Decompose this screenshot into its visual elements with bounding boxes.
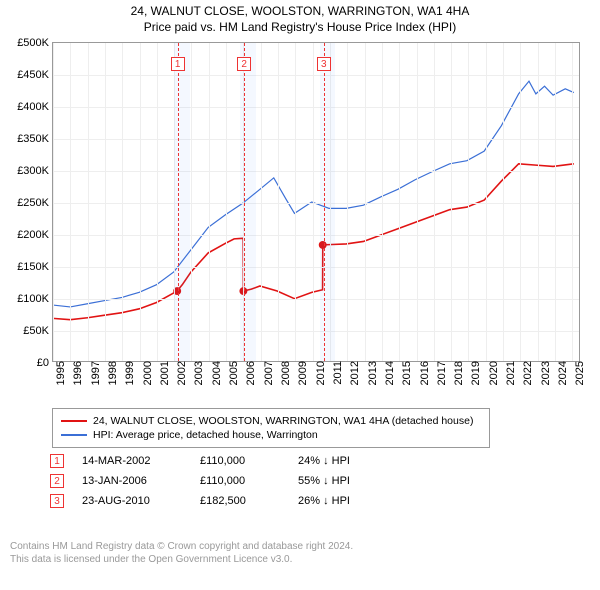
footer-attribution: Contains HM Land Registry data © Crown c… — [10, 540, 590, 566]
x-axis-label: 2003 — [191, 361, 205, 385]
x-axis-label: 1997 — [88, 361, 102, 385]
event-marker: 3 — [317, 57, 331, 71]
event-band — [174, 43, 190, 361]
x-axis-label: 2004 — [209, 361, 223, 385]
event-line — [324, 43, 325, 361]
annotation-marker: 2 — [50, 474, 64, 488]
x-axis-label: 2014 — [382, 361, 396, 385]
event-line — [178, 43, 179, 361]
x-axis-label: 2017 — [434, 361, 448, 385]
footer-line-1: Contains HM Land Registry data © Crown c… — [10, 540, 590, 553]
event-marker: 1 — [171, 57, 185, 71]
sale-annotations: 114-MAR-2002£110,00024% ↓ HPI 213-JAN-200… — [50, 454, 590, 514]
annotation-row: 323-AUG-2010£182,50026% ↓ HPI — [50, 494, 590, 508]
y-axis-label: £400K — [17, 101, 53, 113]
x-axis-label: 2020 — [486, 361, 500, 385]
x-axis-label: 2008 — [278, 361, 292, 385]
y-axis-label: £250K — [17, 197, 53, 209]
x-axis-label: 2001 — [157, 361, 171, 385]
x-axis-label: 2021 — [503, 361, 517, 385]
x-axis-label: 2015 — [399, 361, 413, 385]
y-axis-label: £200K — [17, 229, 53, 241]
y-axis-label: £100K — [17, 293, 53, 305]
event-band — [320, 43, 336, 361]
footer-line-2: This data is licensed under the Open Gov… — [10, 553, 590, 566]
x-axis-label: 2010 — [313, 361, 327, 385]
event-marker: 2 — [237, 57, 251, 71]
x-axis-label: 2023 — [538, 361, 552, 385]
x-axis-label: 1995 — [53, 361, 67, 385]
annotation-row: 114-MAR-2002£110,00024% ↓ HPI — [50, 454, 590, 468]
y-axis-label: £350K — [17, 133, 53, 145]
annotation-row: 213-JAN-2006£110,00055% ↓ HPI — [50, 474, 590, 488]
y-axis-label: £500K — [17, 37, 53, 49]
annotation-marker: 3 — [50, 494, 64, 508]
title-subtitle: Price paid vs. HM Land Registry's House … — [0, 20, 600, 34]
legend-item: 24, WALNUT CLOSE, WOOLSTON, WARRINGTON, … — [61, 415, 481, 427]
y-axis-label: £300K — [17, 165, 53, 177]
x-axis-label: 2016 — [417, 361, 431, 385]
x-axis-label: 2019 — [468, 361, 482, 385]
y-axis-label: £450K — [17, 69, 53, 81]
x-axis-label: 2024 — [555, 361, 569, 385]
x-axis-label: 2009 — [295, 361, 309, 385]
annotation-marker: 1 — [50, 454, 64, 468]
x-axis-label: 2013 — [365, 361, 379, 385]
x-axis-label: 2022 — [520, 361, 534, 385]
x-axis-label: 2018 — [451, 361, 465, 385]
y-axis-label: £150K — [17, 261, 53, 273]
y-axis-label: £50K — [23, 325, 53, 337]
x-axis-label: 2006 — [243, 361, 257, 385]
x-axis-label: 2002 — [174, 361, 188, 385]
x-axis-label: 2005 — [226, 361, 240, 385]
x-axis-label: 1999 — [122, 361, 136, 385]
event-line — [244, 43, 245, 361]
legend-item: HPI: Average price, detached house, Warr… — [61, 429, 481, 441]
x-axis-label: 1998 — [105, 361, 119, 385]
x-axis-label: 2000 — [140, 361, 154, 385]
x-axis-label: 2011 — [330, 361, 344, 385]
chart-legend: 24, WALNUT CLOSE, WOOLSTON, WARRINGTON, … — [52, 408, 490, 448]
x-axis-label: 2007 — [261, 361, 275, 385]
chart-lines — [53, 43, 579, 361]
x-axis-label: 1996 — [70, 361, 84, 385]
title-address: 24, WALNUT CLOSE, WOOLSTON, WARRINGTON, … — [0, 4, 600, 18]
event-band — [240, 43, 256, 361]
x-axis-label: 2025 — [572, 361, 586, 385]
chart-plot-area: £0£50K£100K£150K£200K£250K£300K£350K£400… — [52, 42, 580, 362]
y-axis-label: £0 — [37, 357, 53, 369]
x-axis-label: 2012 — [347, 361, 361, 385]
